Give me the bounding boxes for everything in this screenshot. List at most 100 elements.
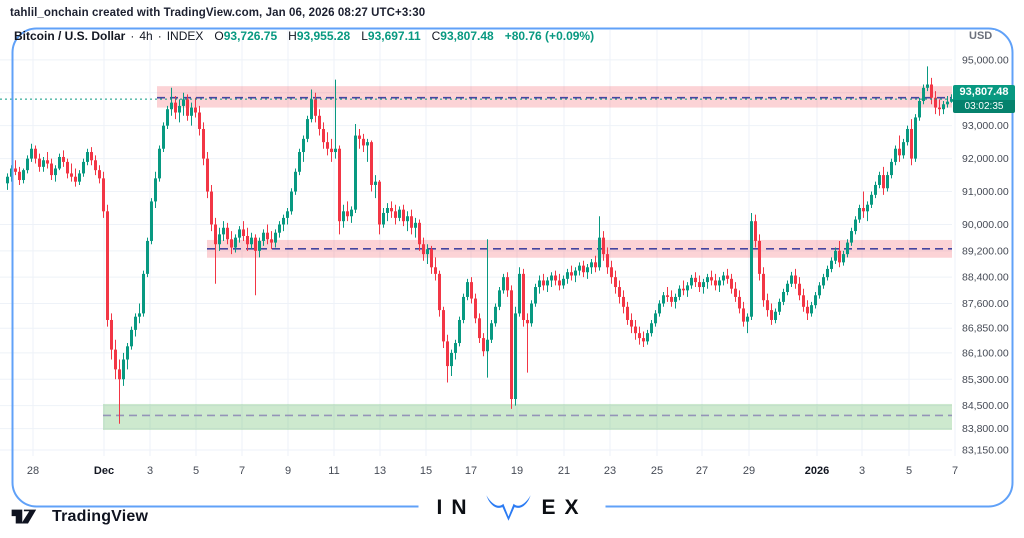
candle-body — [734, 288, 737, 297]
candle-body — [618, 287, 621, 297]
candle-body — [498, 290, 501, 307]
candle-body — [666, 295, 669, 297]
candle-body — [82, 161, 85, 174]
candle-body — [794, 275, 797, 284]
candle-body — [702, 282, 705, 288]
candle-body — [66, 161, 69, 174]
candle-body — [922, 87, 925, 101]
candle-body — [530, 303, 533, 324]
time-tick-label: 9 — [285, 465, 291, 477]
chart-pane[interactable] — [0, 45, 952, 455]
candle-body — [546, 280, 549, 286]
candle-body — [838, 250, 841, 263]
candle-body — [346, 211, 349, 217]
price-tick-label: 90,000.00 — [962, 219, 1009, 231]
time-tick-label: 13 — [374, 465, 386, 477]
candle-body — [554, 275, 557, 281]
price-tick-label: 88,400.00 — [962, 272, 1009, 284]
time-tick-label: Dec — [94, 465, 114, 477]
candle-body — [130, 329, 133, 347]
candle-body — [418, 222, 421, 245]
candle-body — [290, 191, 293, 212]
candle-body — [202, 128, 205, 159]
candle-body — [406, 216, 409, 222]
candle-body — [738, 296, 741, 309]
candle-body — [914, 117, 917, 159]
candle-body — [850, 231, 853, 243]
candle-body — [582, 265, 585, 273]
candle-body — [306, 119, 309, 139]
candle-body — [930, 84, 933, 98]
candle-body — [382, 212, 385, 225]
support-zone-lower — [103, 403, 952, 430]
candle-body — [878, 175, 881, 185]
resistance-zone-upper — [157, 86, 952, 108]
invex-bull-icon — [486, 495, 531, 521]
candle-body — [74, 176, 77, 182]
candle-body — [474, 298, 477, 319]
separator-dot: · — [157, 29, 162, 43]
candle-body — [590, 262, 593, 268]
candle-body — [730, 278, 733, 289]
candle-body — [238, 229, 241, 238]
candle-body — [462, 296, 465, 320]
candle-body — [138, 313, 141, 317]
currency-label[interactable]: USD — [966, 30, 996, 42]
candle-body — [242, 229, 245, 237]
time-tick-label: 5 — [906, 465, 912, 477]
candle-body — [430, 249, 433, 268]
candle-body — [314, 99, 317, 116]
candle-body — [866, 204, 869, 212]
candle-body — [782, 291, 785, 302]
candle-body — [466, 282, 469, 297]
candle-body — [186, 99, 189, 116]
tradingview-logo[interactable]: TradingView — [10, 507, 148, 527]
time-tick-label: 5 — [193, 465, 199, 477]
candle-body — [394, 211, 397, 218]
candle-body — [534, 287, 537, 304]
candle-body — [574, 270, 577, 276]
candle-body — [50, 163, 53, 176]
candle-body — [26, 158, 29, 171]
candle-body — [174, 102, 177, 113]
candle-body — [906, 128, 909, 143]
candle-body — [538, 280, 541, 288]
time-tick-label: 17 — [465, 465, 477, 477]
candle-body — [942, 104, 945, 110]
candle-body — [654, 313, 657, 324]
high-value: 93,955.28 — [296, 29, 351, 43]
candle-body — [874, 184, 877, 195]
interval-label[interactable]: 4h — [139, 29, 153, 43]
candle-body — [710, 277, 713, 281]
candle-body — [502, 277, 505, 291]
candle-body — [810, 305, 813, 314]
candle-body — [630, 319, 633, 327]
time-tick-label: 29 — [743, 465, 755, 477]
candle-body — [434, 267, 437, 274]
time-axis[interactable] — [0, 458, 952, 484]
candle-body — [598, 237, 601, 268]
candle-body — [698, 282, 701, 288]
candle-body — [570, 272, 573, 276]
candle-body — [610, 267, 613, 278]
candle-body — [678, 288, 681, 297]
candle-body — [494, 306, 497, 324]
candle-body — [682, 288, 685, 291]
close-label: C — [431, 29, 441, 43]
candle-body — [318, 115, 321, 129]
candle-body — [234, 237, 237, 248]
candle-body — [166, 109, 169, 126]
candle-body — [646, 333, 649, 342]
candle-body — [350, 209, 353, 217]
candle-body — [126, 346, 129, 360]
candle-body — [830, 260, 833, 269]
candle-body — [886, 175, 889, 189]
symbol-name[interactable]: Bitcoin / U.S. Dollar — [14, 29, 126, 43]
candle-body — [302, 138, 305, 153]
candle-body — [22, 170, 25, 181]
candle-body — [542, 280, 545, 286]
candle-body — [750, 221, 753, 317]
symbol-legend[interactable]: Bitcoin / U.S. Dollar · 4h · INDEX O93,7… — [14, 29, 594, 43]
bar-countdown: 03:02:35 — [953, 100, 1015, 113]
